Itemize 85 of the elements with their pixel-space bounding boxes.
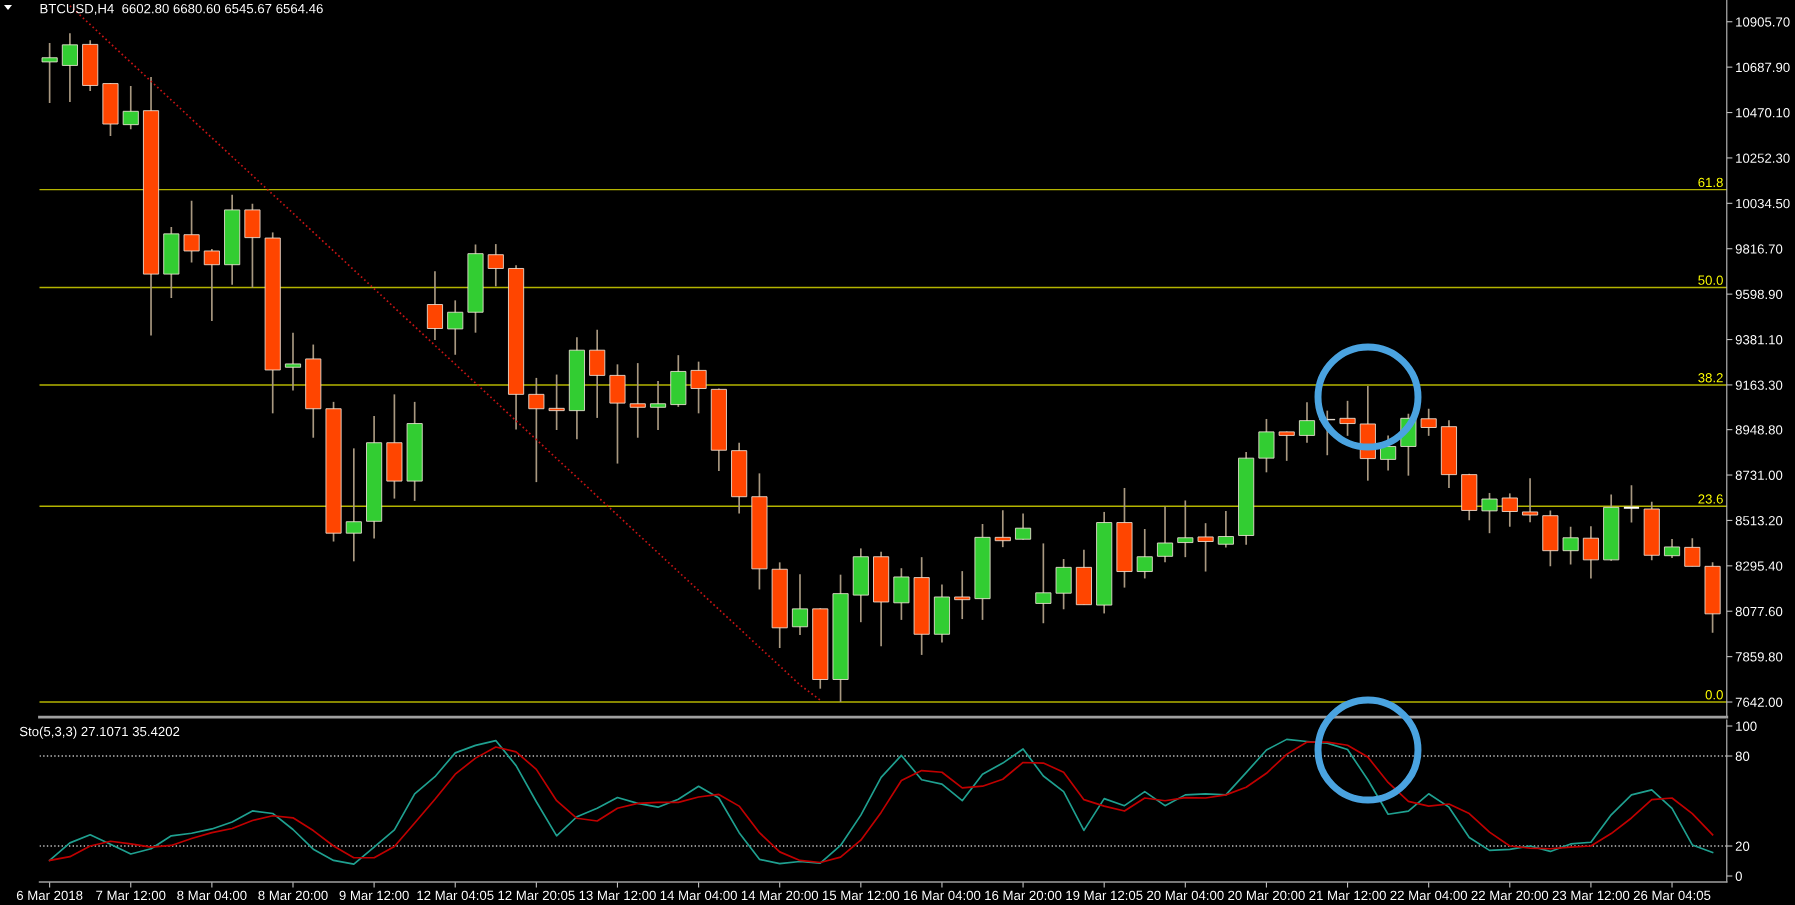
y-tick-label: 7642.00: [1735, 697, 1783, 707]
x-tick-label: 7 Mar 12:00: [96, 890, 166, 901]
candlestick: [1136, 528, 1153, 580]
candlestick: [1420, 407, 1437, 437]
candlestick: [1298, 401, 1316, 444]
chart-title: BTCUSD,H4 6602.80 6680.60 6545.67 6564.46: [40, 3, 323, 15]
x-tick-label: 26 Mar 04:05: [1633, 890, 1711, 901]
x-tick-label: 8 Mar 04:00: [177, 890, 247, 901]
x-tick-label: 20 Mar 20:00: [1228, 890, 1305, 901]
x-tick-label: 19 Mar 12:05: [1066, 890, 1143, 901]
candlestick: [447, 299, 464, 356]
candlestick: [284, 331, 302, 392]
y-tick-label: 8295.40: [1735, 561, 1783, 571]
x-tick-label: 16 Mar 20:00: [985, 890, 1062, 901]
candlestick: [1481, 492, 1498, 535]
x-tick-label: 13 Mar 12:00: [579, 890, 656, 901]
candlestick: [954, 570, 971, 620]
candlestick: [1197, 522, 1214, 573]
y-tick-label: 9598.90: [1735, 289, 1783, 300]
candlestick: [1339, 399, 1356, 437]
x-tick-label: 6 Mar 2018: [16, 890, 83, 901]
candlestick: [487, 243, 504, 288]
candlestick: [426, 270, 443, 341]
candlestick: [122, 85, 139, 131]
candlestick: [528, 377, 545, 483]
chart-title: Sto(5,3,3) 27.1071 35.4202: [19, 726, 180, 739]
annotation: 61.8: [1698, 177, 1723, 188]
x-tick-label: 22 Mar 04:00: [1390, 890, 1468, 901]
x-tick-label: 12 Mar 04:05: [417, 890, 494, 901]
y-tick-label: 9163.30: [1735, 380, 1783, 390]
candlestick: [1622, 484, 1641, 524]
candlestick: [1177, 499, 1194, 558]
y-tick-label: 20: [1735, 841, 1750, 851]
annotation: 23.6: [1698, 494, 1723, 504]
candlestick: [1562, 525, 1579, 566]
y-tick-label: 8077.60: [1735, 606, 1783, 617]
y-tick-label: 8513.20: [1735, 516, 1783, 526]
y-tick-label: 10905.70: [1736, 17, 1790, 27]
x-tick-label: 21 Mar 12:00: [1309, 890, 1386, 901]
candlestick: [994, 509, 1011, 548]
candlestick: [791, 573, 809, 636]
y-tick-label: 8731.00: [1735, 470, 1783, 480]
x-tick-label: 15 Mar 12:00: [822, 890, 900, 901]
candlestick: [1157, 505, 1174, 564]
candlestick: [690, 360, 707, 415]
candlestick: [1501, 492, 1518, 528]
annotation: 38.2: [1698, 373, 1723, 383]
candlestick: [1278, 430, 1295, 462]
x-tick-label: 22 Mar 20:00: [1471, 890, 1549, 901]
candlestick: [1035, 542, 1052, 625]
y-tick-label: 9381.10: [1735, 335, 1783, 345]
candlestick: [1684, 537, 1701, 568]
y-tick-label: 10034.50: [1736, 198, 1790, 209]
candlestick: [1015, 512, 1032, 541]
candlestick: [1522, 477, 1539, 523]
candlestick: [650, 380, 667, 431]
candlestick: [548, 373, 565, 431]
candlestick: [203, 248, 220, 322]
annotation: 0.0: [1705, 690, 1723, 700]
y-tick-label: 80: [1735, 751, 1750, 761]
y-tick-label: 8948.80: [1735, 425, 1783, 435]
x-tick-label: 16 Mar 04:00: [904, 890, 981, 901]
y-tick-label: 10687.90: [1736, 62, 1790, 73]
candlestick: [61, 32, 78, 103]
y-tick-label: 7859.80: [1735, 652, 1783, 662]
y-tick-label: 100: [1736, 721, 1757, 731]
y-tick-label: 0: [1735, 871, 1742, 881]
y-tick-label: 10252.30: [1736, 153, 1790, 163]
y-tick-label: 10470.10: [1736, 108, 1790, 118]
candlestick: [629, 362, 646, 439]
x-tick-label: 14 Mar 04:00: [660, 890, 737, 901]
candlestick: [1582, 525, 1599, 580]
x-tick-label: 23 Mar 12:00: [1552, 890, 1630, 901]
candlestick: [1664, 538, 1681, 559]
x-tick-label: 14 Mar 20:00: [741, 890, 819, 901]
x-tick-label: 9 Mar 12:00: [339, 890, 409, 901]
candlestick: [41, 42, 58, 104]
y-tick-label: 9816.70: [1735, 244, 1783, 254]
candlestick: [183, 199, 200, 264]
candlestick: [1217, 510, 1234, 549]
candlestick: [345, 447, 362, 563]
annotation: 50.0: [1698, 275, 1723, 285]
x-tick-label: 8 Mar 20:00: [258, 890, 328, 901]
x-tick-label: 20 Mar 04:00: [1147, 890, 1224, 901]
x-tick-label: 12 Mar 20:05: [498, 890, 575, 901]
